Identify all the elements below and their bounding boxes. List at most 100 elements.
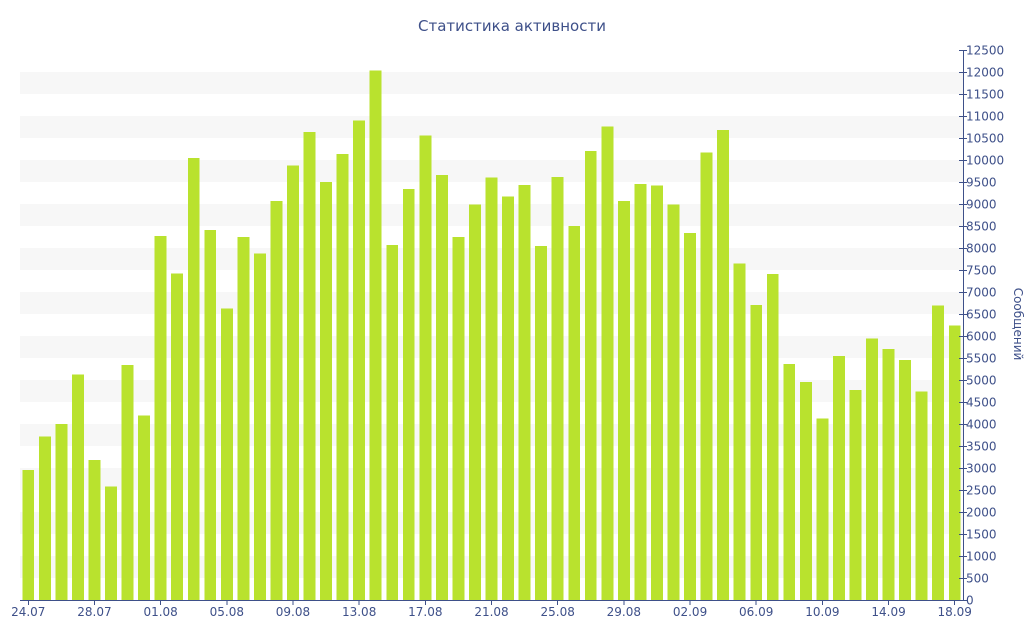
bar-14.09 bbox=[882, 349, 895, 600]
y-tick-label: 9500 bbox=[966, 176, 997, 190]
bar-12.09 bbox=[849, 390, 862, 600]
bar-21.08 bbox=[485, 177, 498, 600]
bar-03.08 bbox=[187, 158, 200, 601]
x-tick-label: 09.08 bbox=[276, 605, 310, 619]
bar-29.08 bbox=[617, 200, 630, 601]
bar-23.08 bbox=[518, 185, 531, 600]
grid-band bbox=[20, 72, 963, 94]
x-axis-ticks: 24.07 28.07 01.08 05.08 09.08 13.08 17.08 21.08… bbox=[11, 600, 972, 619]
bar-15.09 bbox=[899, 360, 912, 600]
bar-02.08 bbox=[171, 273, 184, 600]
y-tick-label: 5500 bbox=[966, 352, 997, 366]
x-tick-label: 18.09 bbox=[938, 605, 972, 619]
bar-25.08 bbox=[551, 177, 564, 600]
y-tick-label: 5000 bbox=[966, 374, 997, 388]
x-tick-label: 01.08 bbox=[143, 605, 177, 619]
y-tick-label: 4000 bbox=[966, 418, 997, 432]
bar-07.08 bbox=[253, 253, 266, 600]
bar-09.08 bbox=[287, 165, 299, 600]
y-tick-label: 3500 bbox=[966, 440, 997, 454]
y-tick-label: 11000 bbox=[966, 110, 1004, 124]
y-tick-label: 8000 bbox=[966, 242, 997, 256]
bar-05.09 bbox=[733, 263, 746, 600]
y-tick-label: 6000 bbox=[966, 330, 997, 344]
y-tick-label: 10000 bbox=[966, 154, 1004, 168]
y-tick-label: 7000 bbox=[966, 286, 997, 300]
bar-17.09 bbox=[932, 305, 945, 600]
bar-26.07 bbox=[55, 424, 68, 600]
bar-08.09 bbox=[783, 364, 796, 600]
y-tick-label: 12000 bbox=[966, 66, 1004, 80]
y-tick-label: 9000 bbox=[966, 198, 997, 212]
x-tick-label: 28.07 bbox=[77, 605, 111, 619]
x-tick-label: 29.08 bbox=[607, 605, 641, 619]
x-tick-label: 05.08 bbox=[210, 605, 244, 619]
bar-12.08 bbox=[336, 153, 349, 600]
bar-01.09 bbox=[667, 204, 680, 600]
bar-19.08 bbox=[452, 237, 465, 600]
bar-10.08 bbox=[303, 131, 316, 600]
bar-06.09 bbox=[750, 304, 763, 600]
bar-01.08 bbox=[154, 236, 167, 600]
y-tick-label: 4500 bbox=[966, 396, 997, 410]
bar-20.08 bbox=[469, 204, 481, 600]
x-tick-label: 06.09 bbox=[739, 605, 773, 619]
y-tick-label: 500 bbox=[966, 572, 989, 586]
y-tick-label: 2500 bbox=[966, 484, 997, 498]
bar-03.09 bbox=[700, 152, 713, 600]
bar-30.07 bbox=[121, 365, 134, 600]
bar-14.08 bbox=[369, 70, 382, 601]
bar-25.07 bbox=[38, 436, 51, 600]
bar-24.08 bbox=[535, 246, 548, 601]
bar-series bbox=[22, 70, 961, 601]
bar-27.07 bbox=[71, 374, 84, 600]
y-tick-label: 2000 bbox=[966, 506, 997, 520]
bar-08.08 bbox=[270, 200, 283, 601]
bar-17.08 bbox=[419, 135, 432, 601]
y-axis-title: Сообщений bbox=[1011, 288, 1024, 361]
bar-28.07 bbox=[88, 460, 101, 600]
bar-27.08 bbox=[584, 151, 597, 600]
y-axis-ticks: 0 500 1000 1500 2000 2500 3000 3500 4000 4500 5000… bbox=[959, 44, 1004, 608]
bar-31.07 bbox=[138, 415, 151, 600]
y-tick-label: 7500 bbox=[966, 264, 997, 278]
bar-24.07 bbox=[22, 470, 35, 600]
y-tick-label: 0 bbox=[966, 594, 974, 608]
bar-04.09 bbox=[717, 130, 730, 600]
grid-band bbox=[20, 116, 963, 138]
bar-26.08 bbox=[568, 226, 581, 600]
bar-31.08 bbox=[650, 185, 663, 600]
y-tick-label: 3000 bbox=[966, 462, 997, 476]
bar-30.08 bbox=[634, 184, 647, 600]
chart-title: Статистика активности bbox=[418, 17, 606, 35]
bar-16.08 bbox=[402, 189, 415, 601]
bar-16.09 bbox=[915, 391, 928, 600]
y-tick-label: 11500 bbox=[966, 88, 1004, 102]
y-tick-label: 1500 bbox=[966, 528, 997, 542]
bar-11.09 bbox=[832, 355, 845, 600]
bar-06.08 bbox=[237, 237, 250, 600]
bar-15.08 bbox=[386, 244, 399, 601]
x-tick-label: 10.09 bbox=[805, 605, 839, 619]
x-tick-label: 21.08 bbox=[474, 605, 508, 619]
x-tick-label: 02.09 bbox=[673, 605, 707, 619]
bar-13.08 bbox=[353, 120, 366, 601]
y-tick-label: 8500 bbox=[966, 220, 997, 234]
y-tick-label: 10500 bbox=[966, 132, 1004, 146]
bar-18.09 bbox=[948, 325, 961, 600]
bar-18.08 bbox=[435, 174, 448, 600]
bar-09.09 bbox=[799, 381, 812, 600]
bar-28.08 bbox=[601, 126, 614, 600]
bar-04.08 bbox=[204, 229, 217, 600]
bar-05.08 bbox=[220, 308, 233, 600]
bar-22.08 bbox=[502, 196, 514, 600]
y-tick-label: 12500 bbox=[966, 44, 1004, 58]
x-tick-label: 17.08 bbox=[408, 605, 442, 619]
x-tick-label: 13.08 bbox=[342, 605, 376, 619]
bar-07.09 bbox=[766, 273, 779, 600]
bar-11.08 bbox=[320, 182, 333, 600]
x-tick-label: 24.07 bbox=[11, 605, 45, 619]
bar-10.09 bbox=[816, 418, 829, 600]
